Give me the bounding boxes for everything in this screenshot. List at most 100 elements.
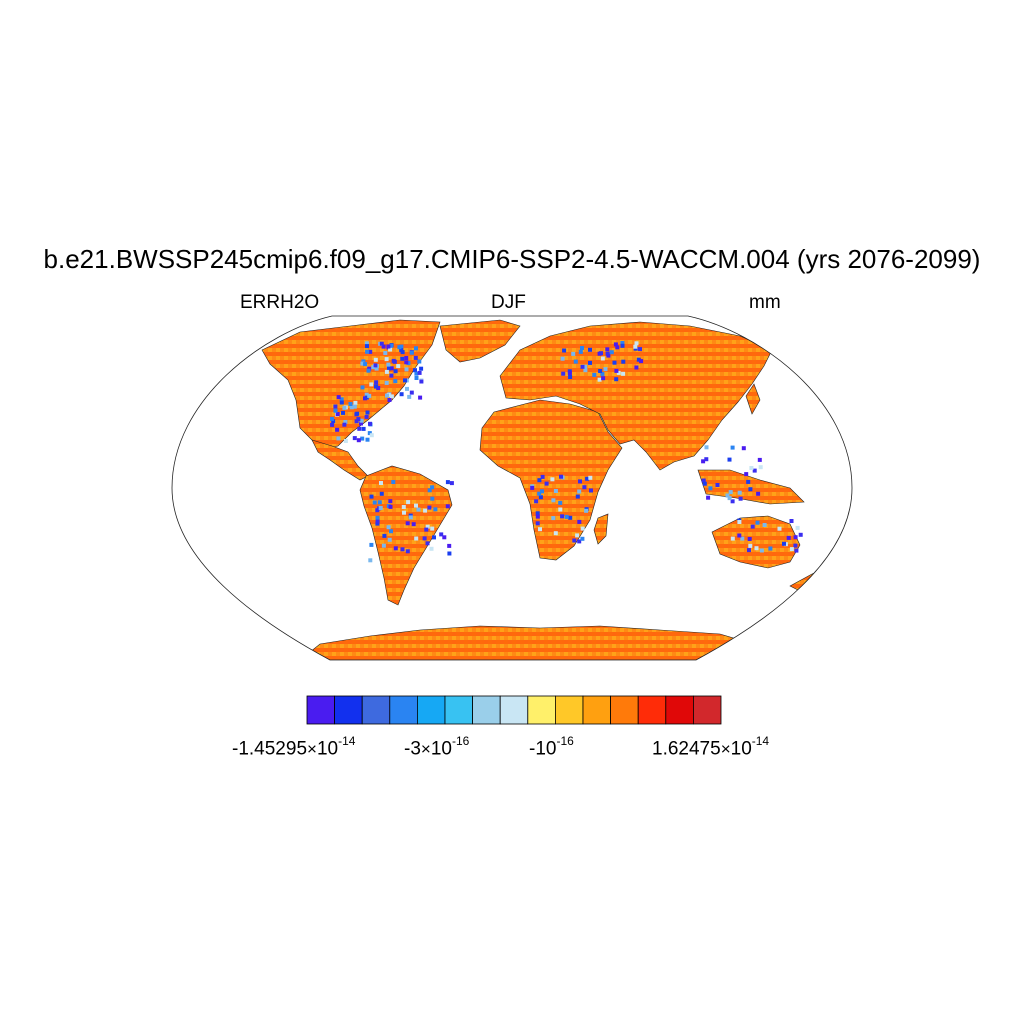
anomaly-cell: [352, 436, 357, 441]
anomaly-cell: [575, 494, 580, 499]
anomaly-cell: [427, 505, 432, 510]
anomaly-cell: [367, 431, 372, 436]
anomaly-cell: [383, 351, 388, 355]
anomaly-cell: [419, 366, 424, 371]
anomaly-cell: [638, 347, 642, 352]
central-america: [311, 439, 369, 481]
anomaly-cell: [752, 468, 757, 473]
anomaly-cell: [535, 514, 540, 519]
anomaly-cell: [430, 485, 435, 490]
anomaly-cell: [795, 525, 800, 530]
anomaly-cell: [793, 543, 798, 548]
colorbar-label-max: 1.62475×10-14: [652, 734, 770, 760]
colorbar: [306, 695, 722, 725]
anomaly-cell: [568, 515, 573, 520]
anomaly-cell: [391, 358, 396, 363]
anomaly-cell: [385, 393, 389, 398]
anomaly-cell: [364, 414, 369, 419]
anomaly-cell: [414, 376, 419, 380]
anomaly-cell: [365, 437, 370, 442]
anomaly-cell: [400, 547, 405, 552]
greenland: [439, 319, 521, 363]
anomaly-cell: [706, 495, 711, 500]
anomaly-cell: [391, 480, 396, 484]
anomaly-cell: [603, 367, 608, 372]
anomaly-cell: [384, 380, 389, 385]
anomaly-cell: [782, 541, 786, 546]
anomaly-cell: [750, 524, 755, 529]
anomaly-cell: [424, 527, 429, 532]
anomaly-cell: [614, 368, 619, 373]
anomaly-cell: [708, 486, 713, 491]
anomaly-cell: [361, 426, 366, 431]
anomaly-cell: [730, 499, 735, 504]
anomaly-cell: [368, 558, 373, 563]
anomaly-cell: [414, 346, 418, 351]
anomaly-cell: [404, 367, 409, 372]
anomaly-cell: [393, 379, 398, 384]
anomaly-cell: [399, 392, 404, 397]
anomaly-cell: [600, 356, 605, 361]
anomaly-cell: [613, 342, 618, 347]
anomaly-cell: [762, 523, 767, 527]
anomaly-cell: [789, 547, 794, 552]
anomaly-cell: [331, 419, 336, 424]
anomaly-cell: [349, 405, 354, 410]
anomaly-cell: [728, 490, 733, 495]
north-america: [261, 319, 441, 451]
anomaly-cell: [378, 506, 383, 510]
anomaly-cell: [558, 507, 563, 512]
anomaly-cell: [381, 344, 386, 349]
anomaly-cell: [544, 481, 549, 486]
anomaly-cell: [588, 360, 592, 365]
anomaly-cell: [560, 356, 565, 361]
colorbar-box: [665, 695, 694, 725]
anomaly-cell: [777, 526, 782, 531]
map-border: [171, 315, 853, 661]
anomaly-cell: [599, 351, 603, 356]
anomaly-cell: [727, 457, 732, 462]
antarctica: [299, 625, 741, 660]
anomaly-cell: [447, 551, 452, 556]
anomaly-cell: [540, 474, 545, 479]
anomaly-cell: [422, 536, 427, 541]
anomaly-cell: [621, 371, 626, 376]
anomaly-cell: [701, 478, 706, 483]
anomaly-cell: [540, 489, 544, 494]
anomaly-cell: [601, 376, 606, 381]
anomaly-cell: [404, 360, 409, 365]
anomaly-cell: [562, 348, 567, 353]
anomaly-cell: [336, 395, 341, 400]
anomaly-cell: [755, 520, 760, 525]
anomaly-cell: [605, 351, 610, 356]
anomaly-cell: [534, 499, 539, 504]
anomaly-cell: [577, 489, 582, 494]
anomaly-cell: [387, 366, 391, 371]
colorbar-label-min: -1.45295×10-14: [232, 734, 356, 760]
anomaly-cell: [564, 514, 569, 519]
anomaly-cell: [597, 377, 602, 382]
anomaly-cell: [725, 493, 730, 498]
anomaly-cell: [418, 395, 423, 400]
anomaly-cell: [578, 479, 582, 484]
anomaly-cell: [621, 359, 626, 364]
anomaly-cell: [737, 520, 742, 524]
anomaly-cell: [582, 485, 587, 490]
anomaly-cell: [414, 371, 419, 376]
anomaly-cell: [759, 548, 764, 553]
eurasia: [499, 321, 773, 471]
colorbar-box: [527, 695, 556, 725]
anomaly-cell: [363, 362, 368, 367]
anomaly-cell: [353, 400, 358, 405]
anomaly-cell: [408, 515, 413, 520]
anomaly-cell: [389, 529, 393, 534]
anomaly-cell: [372, 500, 377, 505]
anomaly-cell: [339, 400, 344, 405]
anomaly-cell: [375, 515, 380, 520]
colorbar-box: [499, 695, 529, 725]
anomaly-cell: [605, 347, 610, 352]
anomaly-cell: [747, 548, 751, 553]
anomaly-cell: [571, 351, 576, 356]
anomaly-cell: [330, 416, 334, 421]
anomaly-cell: [364, 395, 369, 400]
